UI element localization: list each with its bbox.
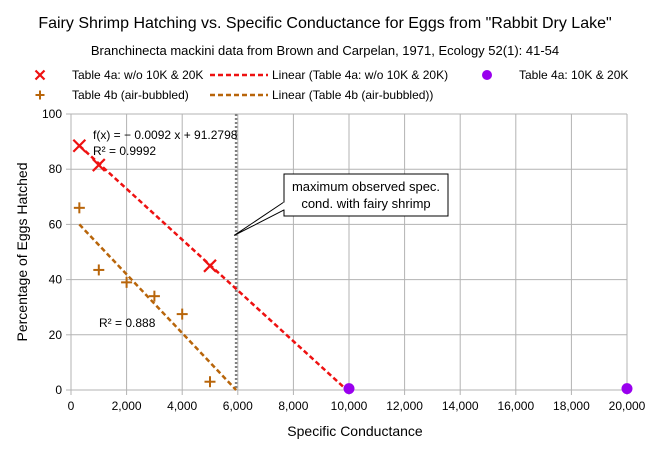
- y-tick-label: 40: [49, 273, 63, 287]
- annotation-callout: maximum observed spec. cond. with fairy s…: [233, 173, 449, 236]
- legend-label: Linear (Table 4b (air-bubbled)): [272, 88, 433, 102]
- legend-swatch: [34, 69, 46, 81]
- trendline-r2-4b: R² = 0.888: [99, 316, 156, 330]
- annotation-box: [283, 173, 449, 217]
- y-tick-label: 100: [42, 107, 62, 121]
- legend-item-2: Table 4a: 10K & 20K: [482, 68, 628, 82]
- legend-label: Table 4a: 10K & 20K: [519, 68, 628, 82]
- y-tick-label: 20: [49, 328, 63, 342]
- y-tick-label: 0: [55, 383, 62, 397]
- legend: Table 4a: w/o 10K & 20K Linear (Table 4a:…: [34, 68, 628, 102]
- data-point-series-0: [92, 158, 106, 172]
- trendline-0: [78, 144, 348, 391]
- x-tick-label: 2,000: [112, 399, 142, 413]
- x-tick-label: 10,000: [331, 399, 368, 413]
- x-tick-label: 6,000: [223, 399, 253, 413]
- x-tick-label: 16,000: [497, 399, 534, 413]
- legend-item-0: Table 4a: w/o 10K & 20K: [34, 68, 203, 82]
- legend-label: Linear (Table 4a: w/o 10K & 20K): [272, 68, 448, 82]
- data-point-series-2: [176, 308, 188, 320]
- x-tick-label: 0: [68, 399, 75, 413]
- data-point-series-0: [203, 259, 217, 273]
- y-axis-label: Percentage of Eggs Hatched: [14, 162, 30, 341]
- data-point-series-2: [204, 376, 216, 388]
- x-axis-label: Specific Conductance: [287, 423, 423, 439]
- data-point-series-2: [73, 202, 85, 214]
- tick-labels: 0 2,000 4,000 6,000 8,000 10,000 12,000 14,000 1…: [42, 107, 646, 413]
- trendline-1: [78, 223, 238, 391]
- chart-title: Fairy Shrimp Hatching vs. Specific Condu…: [38, 15, 611, 32]
- trendlines: [78, 144, 348, 391]
- x-tick-label: 4,000: [167, 399, 197, 413]
- legend-item-3: Table 4b (air-bubbled): [35, 88, 189, 102]
- data-points: [72, 138, 633, 395]
- x-tick-label: 14,000: [442, 399, 479, 413]
- data-point-series-2: [148, 290, 160, 302]
- x-tick-label: 20,000: [609, 399, 646, 413]
- y-tick-label: 80: [49, 162, 63, 176]
- trendline-r2-4a: R² = 0.9992: [93, 144, 156, 158]
- legend-swatch: [35, 90, 45, 100]
- x-tick-label: 18,000: [553, 399, 590, 413]
- data-point-series-1: [621, 383, 633, 395]
- legend-label: Table 4b (air-bubbled): [72, 88, 189, 102]
- chart-subtitle: Branchinecta mackini data from Brown and…: [91, 43, 559, 58]
- data-point-series-2: [93, 264, 105, 276]
- y-tick-label: 60: [49, 217, 63, 231]
- legend-label: Table 4a: w/o 10K & 20K: [72, 68, 203, 82]
- legend-item-4: Linear (Table 4b (air-bubbled)): [210, 88, 433, 102]
- trendline-equation: f(x) = − 0.0092 x + 91.2798: [93, 128, 238, 142]
- legend-swatch: [482, 70, 492, 80]
- data-point-series-1: [343, 383, 355, 395]
- data-point-series-2: [121, 276, 133, 288]
- annotation-text-line: cond. with fairy shrimp: [301, 196, 430, 211]
- x-tick-label: 8,000: [278, 399, 308, 413]
- legend-item-1: Linear (Table 4a: w/o 10K & 20K): [210, 68, 448, 82]
- annotation-pointer: [233, 201, 285, 236]
- data-point-series-0: [72, 138, 87, 153]
- annotation-text-line: maximum observed spec.: [292, 179, 440, 194]
- x-tick-label: 12,000: [386, 399, 423, 413]
